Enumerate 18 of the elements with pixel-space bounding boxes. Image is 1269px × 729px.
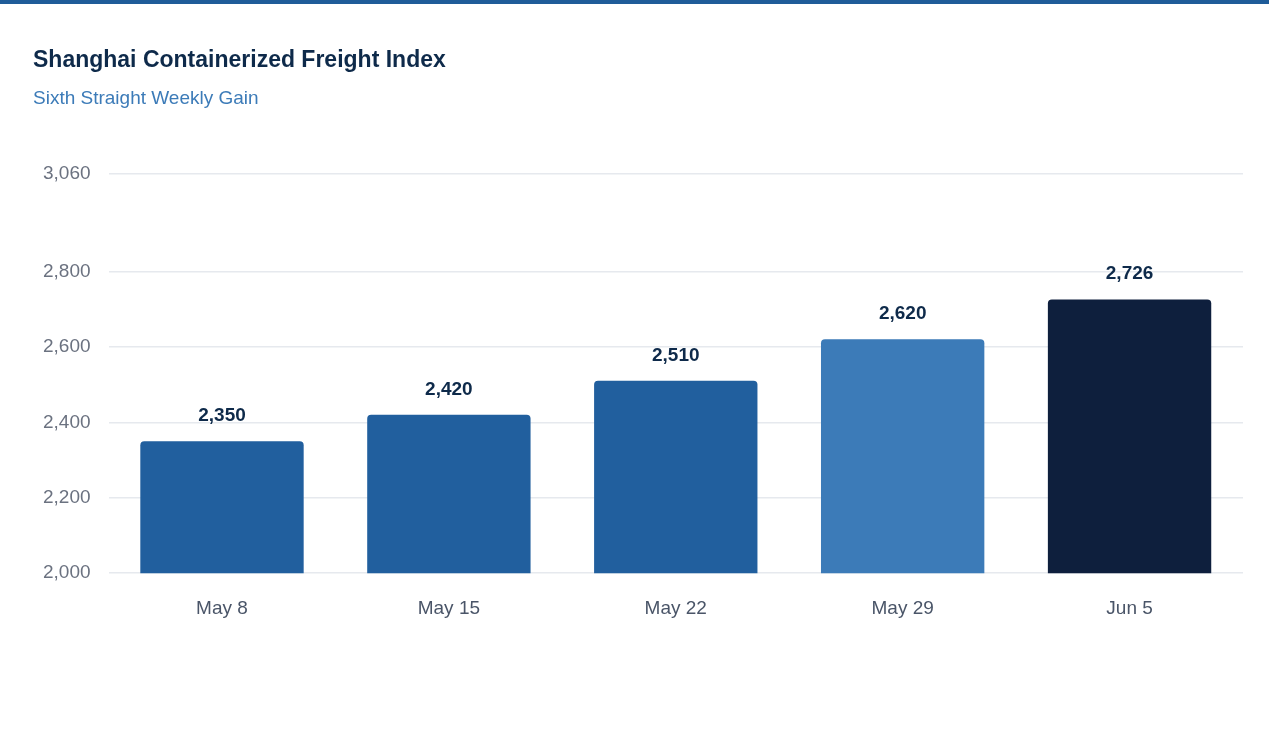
data-label: 2,726 [1105, 262, 1154, 284]
y-tick-label: 3,060 [43, 161, 91, 183]
chart-title: Shanghai Containerized Freight Index [33, 46, 446, 73]
x-tick-label: May 8 [196, 596, 248, 618]
y-tick-label: 2,200 [43, 486, 91, 507]
data-label: 2,420 [425, 377, 473, 399]
data-label: 2,510 [652, 343, 700, 365]
data-label: 2,350 [198, 403, 246, 425]
x-tick-label: May 29 [871, 596, 934, 618]
x-tick-label: May 15 [417, 596, 481, 618]
y-tick-label: 2,800 [43, 259, 91, 281]
chart-subtitle: Sixth Straight Weekly Gain [33, 87, 259, 109]
x-tick-label: May 22 [644, 596, 707, 618]
y-tick-label: 2,600 [43, 335, 91, 357]
y-tick-label: 2,400 [43, 410, 91, 432]
y-tick-label: 2,000 [43, 561, 91, 583]
x-tick-label: Jun 5 [1106, 596, 1153, 618]
data-label: 2,620 [878, 302, 927, 324]
